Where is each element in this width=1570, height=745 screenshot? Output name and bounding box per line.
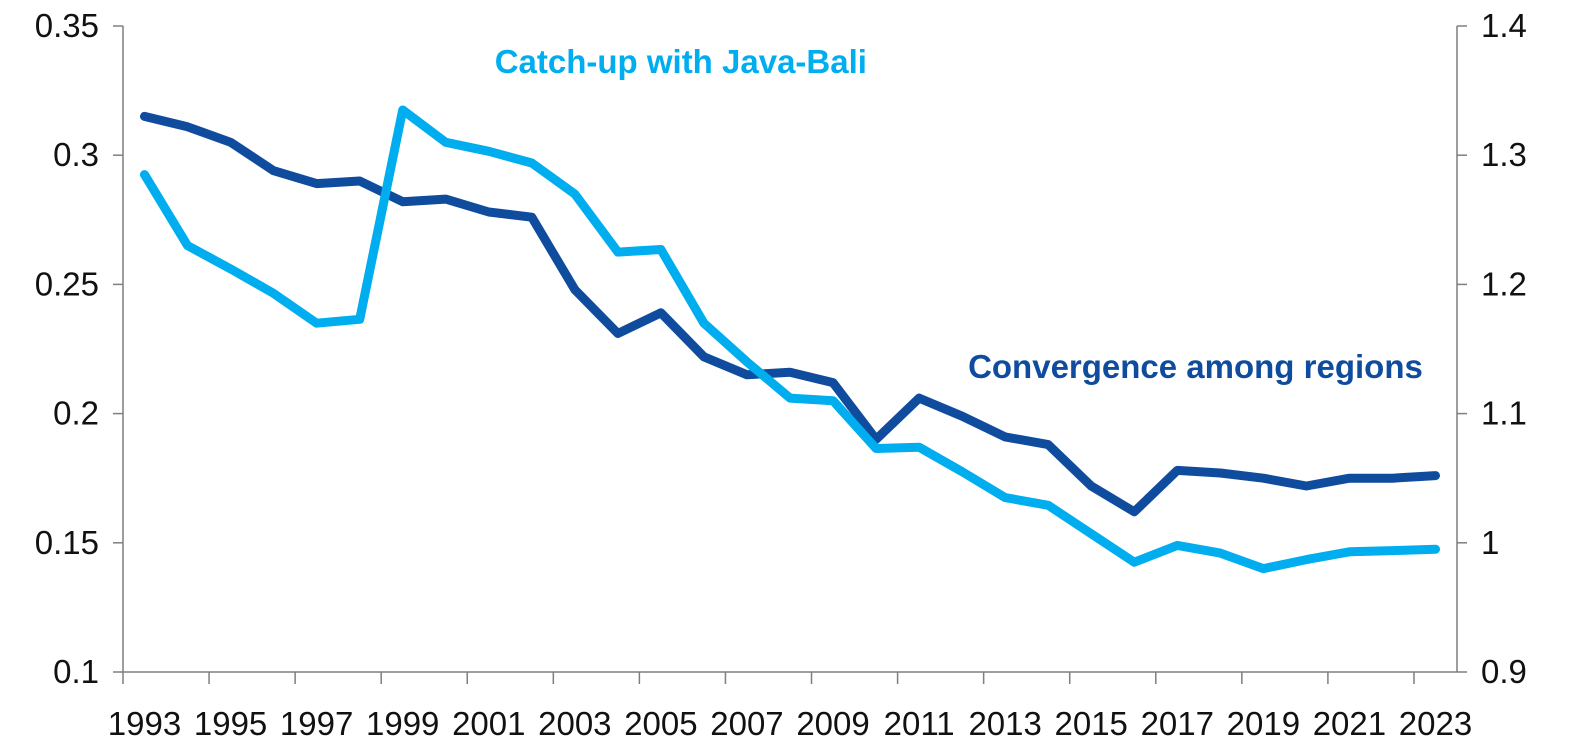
annotation-label-0: Catch-up with Java-Bali — [495, 43, 867, 80]
left-y-tick-label: 0.1 — [53, 653, 99, 690]
x-tick-label: 2023 — [1399, 705, 1472, 742]
right-y-tick-label: 1.3 — [1481, 136, 1527, 173]
x-tick-label: 2021 — [1313, 705, 1386, 742]
right-y-tick-label: 0.9 — [1481, 653, 1527, 690]
x-tick-label: 1997 — [280, 705, 353, 742]
left-y-tick-label: 0.3 — [53, 136, 99, 173]
x-tick-label: 2007 — [710, 705, 783, 742]
x-tick-label: 2017 — [1141, 705, 1214, 742]
right-y-tick-label: 1.4 — [1481, 7, 1527, 44]
x-tick-label: 1993 — [108, 705, 181, 742]
x-tick-label: 2013 — [968, 705, 1041, 742]
x-tick-label: 2001 — [452, 705, 525, 742]
left-y-tick-label: 0.15 — [35, 524, 99, 561]
x-tick-label: 1995 — [194, 705, 267, 742]
axes: 0.1 0.15 0.2 0.25 0.3 0.35 0.9 1 1.1 1.2 1.3 1.4 199… — [35, 7, 1527, 742]
annotation-label-1: Convergence among regions — [968, 348, 1423, 385]
left-y-tick-label: 0.35 — [35, 7, 99, 44]
right-y-tick-label: 1.2 — [1481, 265, 1527, 302]
x-tick-label: 2003 — [538, 705, 611, 742]
x-tick-label: 2005 — [624, 705, 697, 742]
annotation-layer: Catch-up with Java-Bali Convergence among… — [495, 43, 1423, 385]
left-y-tick-label: 0.2 — [53, 395, 99, 432]
x-tick-label: 2019 — [1227, 705, 1300, 742]
left-y-tick-label: 0.25 — [35, 265, 99, 302]
series-layer — [140, 105, 1440, 574]
x-tick-label: 1999 — [366, 705, 439, 742]
series-line-0 — [140, 111, 1440, 517]
x-tick-label: 2011 — [884, 705, 955, 742]
right-y-tick-label: 1 — [1481, 524, 1499, 561]
right-y-tick-label: 1.1 — [1481, 395, 1527, 432]
x-tick-label: 2015 — [1055, 705, 1128, 742]
x-tick-label: 2009 — [796, 705, 869, 742]
